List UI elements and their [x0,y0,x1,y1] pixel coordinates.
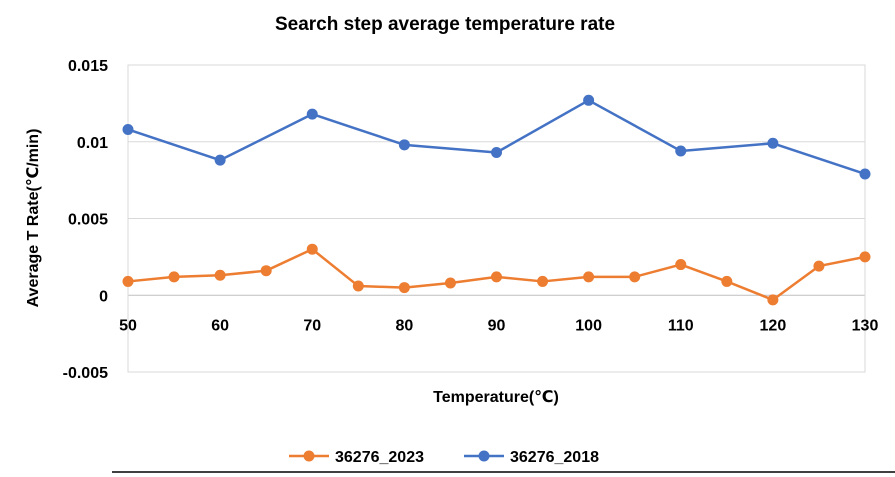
x-axis-label: Temperature(℃) [433,389,559,406]
data-point-36276_2023 [214,269,226,281]
y-tick-label: 0.005 [68,212,108,229]
legend-label: 36276_2018 [510,449,599,466]
data-point-36276_2023 [260,265,272,277]
data-point-36276_2023 [629,271,641,283]
data-point-36276_2023 [168,271,180,283]
data-point-36276_2023 [398,282,410,294]
x-tick-label: 50 [119,317,137,334]
x-tick-label: 110 [668,317,694,334]
data-point-36276_2023 [813,260,825,272]
data-point-36276_2023 [352,280,364,292]
x-tick-label: 130 [852,317,879,334]
x-tick-label: 120 [760,317,787,334]
chart-title: Search step average temperature rate [275,14,615,35]
x-tick-label: 100 [575,317,602,334]
plot-area [127,64,866,373]
data-point-36276_2018 [675,145,687,157]
data-point-36276_2023 [859,251,871,263]
x-tick-label: 90 [488,317,506,334]
x-tick-label: 70 [303,317,321,334]
data-point-36276_2023 [583,271,595,283]
data-point-36276_2018 [583,94,595,106]
x-axis-ticks: 50 60 70 80 90 100 110 120 130 [119,317,878,334]
data-point-36276_2023 [306,243,318,255]
y-tick-label: -0.005 [63,365,108,382]
data-point-36276_2018 [398,139,410,151]
data-point-36276_2018 [491,146,502,158]
series-line-36276_2018 [127,99,866,176]
legend: 36276_2023 36276_2018 [289,449,599,466]
data-point-36276_2023 [537,275,549,287]
y-tick-label: 0 [99,288,108,305]
legend-label: 36276_2023 [335,449,424,466]
x-tick-label: 80 [395,317,413,334]
data-point-36276_2018 [122,123,134,135]
data-point-36276_2023 [122,275,134,287]
y-axis-label: Average T Rate(℃/min) [25,129,42,308]
data-point-36276_2023 [444,277,456,289]
series-group [122,94,871,306]
data-point-36276_2018 [214,154,226,166]
legend-marker [478,450,490,462]
legend-marker [303,450,315,462]
data-point-36276_2018 [859,168,871,180]
x-tick-label: 60 [211,317,229,334]
y-tick-label: 0.015 [68,58,108,75]
data-point-36276_2023 [721,275,733,287]
y-tick-label: 0.01 [77,135,108,152]
data-point-36276_2018 [306,108,318,120]
y-axis-ticks: -0.005 0 0.005 0.01 0.015 [63,58,108,382]
data-point-36276_2018 [767,137,779,149]
data-point-36276_2023 [675,259,687,271]
data-point-36276_2023 [491,271,502,283]
data-point-36276_2023 [767,294,779,306]
